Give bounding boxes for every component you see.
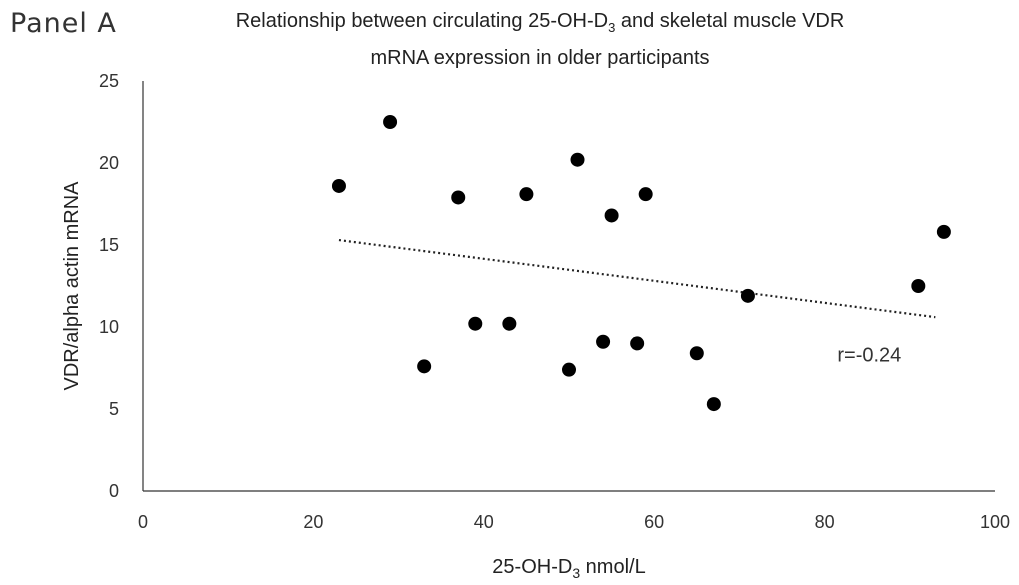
data-point	[331, 178, 346, 193]
x-tick-label: 100	[980, 512, 1010, 532]
data-point	[630, 336, 645, 351]
y-tick-label: 10	[99, 317, 119, 337]
data-point	[468, 316, 483, 331]
y-tick-label: 20	[99, 153, 119, 173]
y-tick-label: 5	[109, 399, 119, 419]
y-tick-label: 0	[109, 481, 119, 501]
data-point	[417, 359, 432, 374]
y-axis-title: VDR/alpha actin mRNA	[61, 181, 83, 391]
x-axis-title: 25-OH-D3 nmol/L	[492, 556, 645, 581]
data-point	[638, 187, 653, 202]
x-tick-label: 20	[303, 512, 323, 532]
data-point	[562, 362, 576, 377]
trendline	[338, 238, 936, 319]
x-tick-label: 40	[474, 512, 494, 532]
data-point	[519, 187, 534, 202]
x-tick-label: 0	[138, 512, 148, 532]
chart-axes	[142, 81, 995, 492]
x-tick-label: 80	[815, 512, 835, 532]
y-tick-label: 15	[99, 235, 119, 255]
chart-labels: 0 20 40 60 80 100 0 5 10 15 20 25 25-OH-D3 nmol/L VDR…	[61, 71, 1010, 581]
data-point	[502, 316, 517, 331]
chart-title: Relationship between circulating 25-OH-D…	[160, 6, 920, 74]
data-point	[596, 334, 611, 349]
data-point	[570, 152, 585, 167]
data-point	[936, 224, 951, 239]
data-point	[911, 279, 926, 293]
data-point	[451, 190, 466, 205]
data-point	[706, 397, 721, 412]
data-point	[383, 115, 398, 129]
x-tick-label: 60	[644, 512, 664, 532]
data-point	[604, 208, 619, 223]
y-tick-label: 25	[99, 71, 119, 91]
chart-title-line2: mRNA expression in older participants	[370, 47, 710, 69]
chart-title-line1: Relationship between circulating 25-OH-D…	[235, 10, 845, 35]
correlation-annotation: r=-0.24	[837, 344, 901, 366]
panel-label: Panel A	[10, 8, 117, 39]
trendline-group	[338, 238, 936, 319]
data-point	[740, 288, 755, 303]
data-point	[689, 346, 704, 361]
data-points	[331, 115, 951, 412]
